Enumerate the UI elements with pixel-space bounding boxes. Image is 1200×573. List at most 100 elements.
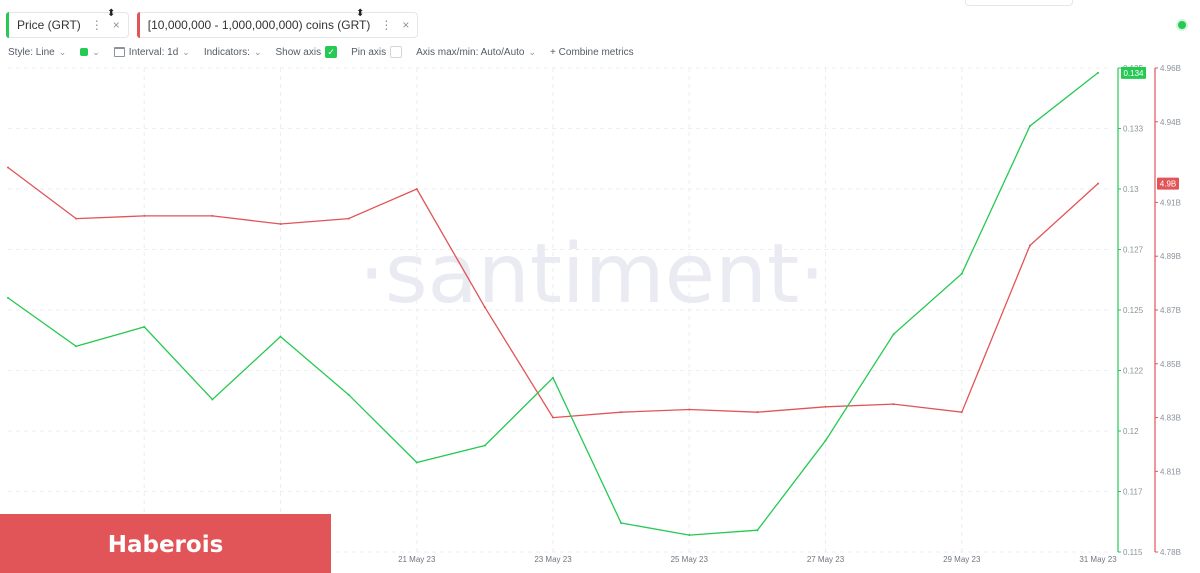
left-axis-label: 0.127 <box>1123 246 1144 255</box>
right-axis-label: 4.85B <box>1160 360 1181 369</box>
supply-point <box>756 411 759 414</box>
chevron-down-icon: ⌄ <box>58 46 67 57</box>
left-axis-label: 0.12 <box>1123 427 1139 436</box>
price-point <box>483 444 486 447</box>
status-dot-icon <box>1178 21 1186 29</box>
axis-minmax-label: Axis max/min: Auto/Auto <box>416 46 525 58</box>
supply-point <box>552 416 554 419</box>
price-point <box>347 393 350 396</box>
price-point <box>415 461 418 464</box>
supply-point <box>483 306 486 309</box>
drop-marker-icon: ⬍ <box>356 8 365 19</box>
price-point <box>1097 71 1099 74</box>
color-dropdown[interactable]: ⌄ <box>80 47 100 58</box>
combine-metrics-label: + Combine metrics <box>550 46 634 58</box>
price-point <box>824 439 827 442</box>
metric-tab-price[interactable]: Price (GRT) ⋮ × <box>6 12 129 38</box>
supply-point <box>960 411 963 414</box>
price-point <box>1028 125 1031 128</box>
checkbox-checked-icon[interactable]: ✓ <box>325 46 338 58</box>
calendar-icon <box>113 47 125 57</box>
chevron-down-icon: ⌄ <box>528 46 537 57</box>
price-point <box>75 345 78 348</box>
price-point <box>552 376 554 379</box>
watermark-text: ·santiment· <box>359 227 825 322</box>
show-axis-label: Show axis <box>275 46 322 58</box>
supply-point <box>143 214 146 217</box>
price-point <box>620 521 623 524</box>
x-tick-label: 29 May 23 <box>943 555 981 564</box>
chevron-down-icon: ⌄ <box>253 46 262 57</box>
right-axis-label: 4.87B <box>1160 306 1181 315</box>
close-icon[interactable]: × <box>112 18 120 32</box>
metric-color-bar <box>6 12 9 38</box>
metric-color-bar <box>136 12 140 38</box>
x-tick-label: 27 May 23 <box>807 555 845 564</box>
metric-tab-label: [10,000,000 - 1,000,000,000) coins (GRT) <box>147 18 371 32</box>
metric-tabs: Price (GRT) ⋮ × [10,000,000 - 1,000,000,… <box>6 12 419 38</box>
right-axis-label: 4.81B <box>1160 467 1181 476</box>
chart-toolbar: Style: Line ⌄ ⌄ Interval: 1d ⌄ Indicator… <box>8 44 648 60</box>
price-point <box>143 325 146 328</box>
drop-marker-icon: ⬍ <box>107 8 116 19</box>
price-point <box>756 529 759 532</box>
indicators-label: Indicators: <box>203 46 250 58</box>
overlay-text: Haberois <box>107 531 224 558</box>
style-label: Style: Line <box>8 46 55 58</box>
price-last-value: 0.134 <box>1123 69 1144 78</box>
left-axis-label: 0.122 <box>1123 367 1144 376</box>
pin-axis-toggle[interactable]: Pin axis <box>351 46 403 58</box>
combine-metrics-button[interactable]: + Combine metrics <box>550 47 634 58</box>
price-point <box>892 333 895 336</box>
supply-point <box>415 188 418 190</box>
more-options-icon[interactable]: ⋮ <box>90 18 103 32</box>
interval-label: Interval: 1d <box>128 46 179 58</box>
price-point <box>211 398 214 401</box>
right-axis-label: 4.78B <box>1160 548 1181 557</box>
close-icon[interactable]: × <box>402 18 410 32</box>
checkbox-unchecked-icon[interactable] <box>390 46 403 58</box>
x-tick-label: 25 May 23 <box>671 555 709 564</box>
supply-point <box>892 403 895 406</box>
supply-point <box>347 217 350 220</box>
supply-last-value-badge <box>1157 177 1179 190</box>
right-axis-label: 4.94B <box>1160 118 1181 127</box>
chevron-down-icon: ⌄ <box>92 46 100 57</box>
left-axis-label: 0.125 <box>1123 306 1144 315</box>
overlay-banner: Haberois <box>0 514 331 573</box>
interval-dropdown[interactable]: Interval: 1d ⌄ <box>113 46 190 58</box>
chart-area[interactable]: ·santiment·15 May 2317 May 2319 May 2321… <box>0 60 1200 573</box>
more-options-icon[interactable]: ⋮ <box>380 18 393 32</box>
color-swatch-icon <box>80 48 89 56</box>
x-tick-label: 23 May 23 <box>534 555 572 564</box>
left-axis-label: 0.133 <box>1123 125 1144 134</box>
supply-point <box>620 411 623 414</box>
price-point <box>960 272 963 275</box>
supply-point <box>824 405 827 408</box>
x-tick-label: 21 May 23 <box>398 555 436 564</box>
chevron-down-icon: ⌄ <box>182 46 190 57</box>
supply-point <box>211 214 214 217</box>
supply-point <box>7 166 9 169</box>
right-axis-label: 4.83B <box>1160 414 1181 423</box>
metric-tab-label: Price (GRT) <box>17 18 81 32</box>
price-point <box>279 335 282 338</box>
supply-point <box>279 222 282 225</box>
right-axis-label: 4.91B <box>1160 198 1181 207</box>
pin-axis-label: Pin axis <box>351 46 387 58</box>
supply-last-value: 4.9B <box>1160 180 1176 189</box>
price-point <box>688 534 691 537</box>
supply-point <box>1097 182 1099 185</box>
indicators-dropdown[interactable]: Indicators: ⌄ <box>204 47 262 58</box>
metric-tab-supply[interactable]: [10,000,000 - 1,000,000,000) coins (GRT)… <box>136 12 419 38</box>
price-point <box>7 296 9 299</box>
right-axis-label: 4.96B <box>1160 64 1181 73</box>
show-axis-toggle[interactable]: Show axis ✓ <box>276 46 338 58</box>
price-last-value-badge <box>1121 66 1146 79</box>
style-dropdown[interactable]: Style: Line ⌄ <box>8 47 66 58</box>
date-range-box[interactable] <box>965 0 1073 6</box>
left-axis-label: 0.117 <box>1123 488 1143 497</box>
axis-minmax-dropdown[interactable]: Axis max/min: Auto/Auto ⌄ <box>416 47 536 58</box>
right-axis-label: 4.89B <box>1160 252 1181 261</box>
supply-point <box>1028 244 1031 247</box>
